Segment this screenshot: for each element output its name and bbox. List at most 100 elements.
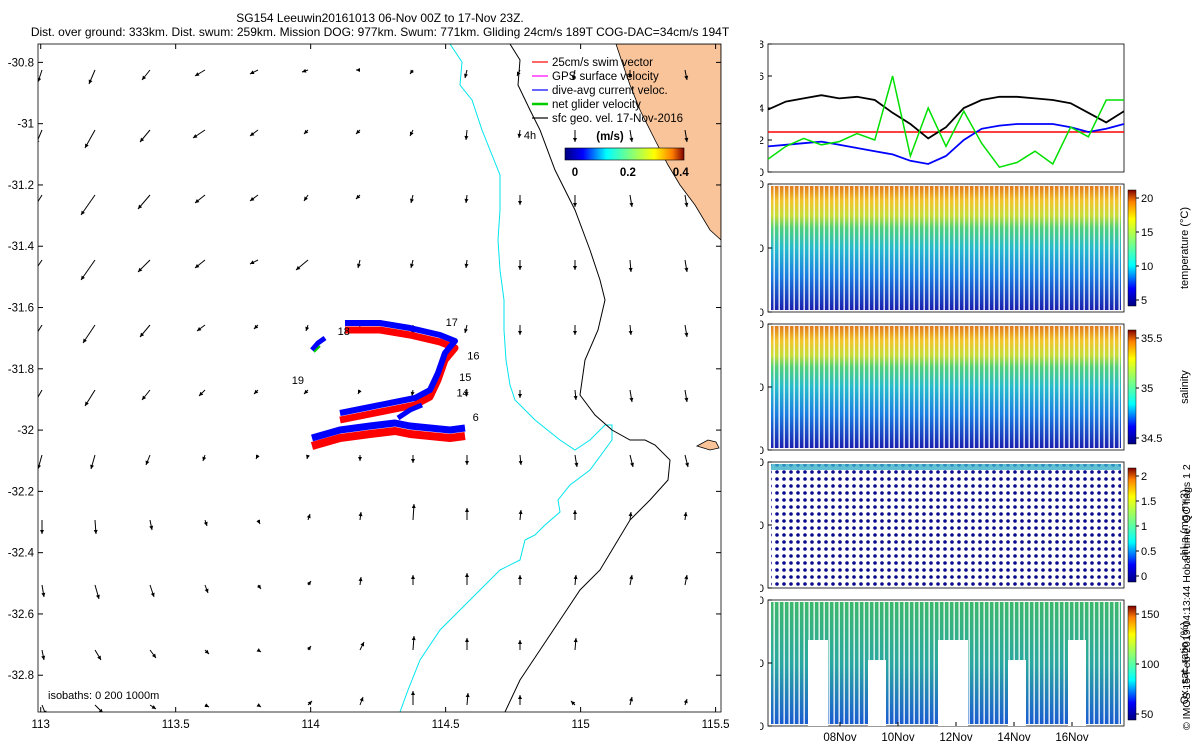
geo-vel-arrow (410, 259, 414, 269)
geo-vel-arrow (82, 324, 96, 344)
geo-vel-arrow (94, 649, 102, 661)
geo-vel-arrow (629, 696, 633, 706)
geo-vel-arrow (357, 389, 362, 395)
geo-vel-arrow (465, 455, 469, 465)
arrow-head (358, 389, 362, 394)
arrow-head (38, 140, 40, 143)
geo-vel-arrow (307, 580, 312, 586)
temperature-y-tick-label: 1000 (760, 307, 764, 319)
arrow-shaft (80, 194, 96, 216)
arrow-shaft (41, 704, 46, 712)
geo-vel-arrow (145, 454, 151, 466)
x-tick-label: 114 (301, 719, 320, 731)
arrow-head (250, 197, 255, 201)
geo-vel-arrow (684, 259, 689, 273)
chla-colorbar (1127, 467, 1137, 583)
arrow-head (95, 594, 100, 599)
time-x-tick-label: 08Nov (823, 732, 856, 744)
arrow-head (81, 210, 85, 215)
geo-vel-arrow (574, 454, 579, 468)
geo-vel-arrow (464, 389, 469, 397)
geo-vel-arrow (684, 129, 689, 143)
geo-vel-arrow (684, 69, 689, 81)
temperature-colorbar-label: temperature (°C) (1179, 207, 1191, 289)
arrow-head (193, 134, 198, 138)
geo-vel-arrow (628, 259, 633, 273)
geo-vel-arrow (571, 69, 576, 81)
arrow-head (97, 655, 101, 660)
track-day-label: 17 (446, 317, 458, 329)
geo-vel-arrow (198, 389, 206, 397)
figure-subtitle: Dist. over ground: 333km. Dist. swum: 25… (30, 25, 730, 39)
temperature-y-tick-label: 0 (760, 179, 764, 191)
geo-vel-arrow (94, 584, 100, 600)
arrow-head (517, 133, 522, 138)
time-x-tick-label: 10Nov (881, 732, 914, 744)
colorbar-tick-label: 0.4 (673, 167, 690, 179)
y-tick-label: -31 (17, 119, 34, 131)
oxygen-y-tick-label: 500 (760, 658, 764, 670)
arrow-head (83, 338, 87, 343)
geo-vel-arrow (303, 129, 309, 135)
current-vectors-north (339, 320, 458, 416)
arrow-head (199, 391, 204, 396)
arrow-head (197, 327, 202, 331)
temperature-profiles (771, 186, 1121, 310)
arrow-shaft (38, 324, 43, 333)
geo-vel-arrow (84, 129, 96, 149)
arrow-head (142, 395, 147, 400)
salinity-colorbar-label: salinity (1179, 370, 1191, 404)
arrow-head (573, 203, 577, 207)
geo-vel-arrow (683, 698, 688, 706)
geo-vel-arrow (518, 260, 522, 270)
geo-vel-arrow (307, 700, 313, 706)
arrow-head (517, 71, 521, 76)
oxygen-missing-data (1008, 660, 1026, 726)
legend-label: 25cm/s swim vector (552, 57, 653, 69)
geo-vel-arrow (464, 194, 469, 204)
arrow-head (571, 75, 576, 80)
oxygen-y-tick-label: 1000 (760, 721, 764, 733)
arrow-head (142, 75, 147, 80)
geo-vel-arrow (358, 511, 363, 521)
arrow-head (628, 330, 633, 335)
geo-vel-arrow (90, 454, 96, 470)
track-day-label: 6 (473, 412, 479, 424)
geo-vel-arrow (356, 68, 360, 72)
geo-vel-arrow (518, 195, 522, 205)
oxygen-colorbar-tick-label: 50 (1141, 709, 1153, 721)
geo-vel-arrow (38, 389, 43, 399)
geo-vel-arrow (411, 635, 416, 651)
arrow-head (41, 655, 46, 660)
timeseries-panels: 00.20.40.60.8velocity magnitude (m/s) 05… (760, 39, 1191, 744)
velocity-y-tick-label: 0.6 (760, 71, 764, 83)
chla-colorbar-tick-label: 0.5 (1141, 546, 1156, 558)
arrow-head (573, 510, 577, 514)
arrow-head (305, 326, 310, 331)
velocity-series-line (768, 75, 1124, 169)
chla-y-tick-label: 1000 (760, 583, 764, 595)
geo-vel-arrow (149, 704, 157, 710)
arrow-head (93, 529, 98, 534)
arrow-head (465, 508, 469, 512)
geo-vel-arrow (93, 519, 98, 535)
geo-vel-arrow (410, 389, 415, 397)
geo-vel-arrow (358, 455, 362, 461)
arrow-head (152, 653, 156, 658)
geo-vel-arrow (464, 259, 469, 269)
arrow-head (140, 332, 145, 337)
geo-vel-arrow (38, 194, 43, 203)
geo-vel-arrow (464, 129, 469, 141)
arrow-head (518, 510, 523, 515)
x-tick-label: 115 (571, 719, 589, 731)
geo-vel-arrow (628, 324, 633, 336)
geo-vel-arrow (359, 696, 364, 706)
oxygen-missing-data (808, 640, 828, 726)
map-axes: 113 113.5 114 114.5 115 115.5 -30.8 -31 -31.2 -31… (8, 43, 730, 731)
geo-vel-arrow (518, 509, 523, 521)
geo-vel-arrow (409, 129, 414, 137)
track-day-label: 15 (459, 372, 471, 384)
arrow-head (306, 454, 310, 459)
geo-vel-arrow (256, 519, 261, 525)
